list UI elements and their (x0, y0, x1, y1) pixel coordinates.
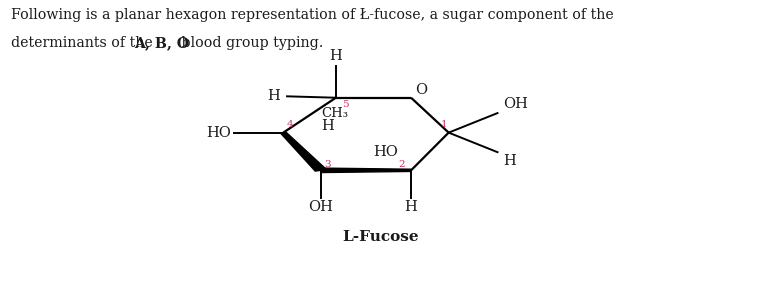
Text: 2: 2 (398, 160, 405, 169)
Text: determinants of the: determinants of the (12, 36, 158, 50)
Text: HO: HO (206, 125, 231, 140)
Text: H: H (267, 89, 279, 103)
Text: blood group typing.: blood group typing. (177, 36, 323, 50)
Text: O: O (414, 83, 427, 97)
Text: OH: OH (308, 201, 333, 215)
Text: 1: 1 (441, 120, 447, 129)
Text: H: H (503, 155, 515, 168)
Text: Following is a planar hexagon representation of Ł-fucose, a sugar component of t: Following is a planar hexagon representa… (12, 8, 614, 22)
Text: CH₃: CH₃ (321, 107, 348, 120)
Text: H: H (330, 49, 342, 63)
Text: 4: 4 (286, 120, 293, 129)
Text: L-Fucose: L-Fucose (343, 230, 419, 244)
Text: HO: HO (374, 145, 398, 159)
Polygon shape (321, 168, 411, 173)
Text: H: H (321, 119, 334, 133)
Text: A, B, O: A, B, O (134, 36, 189, 50)
Text: OH: OH (503, 97, 528, 111)
Text: H: H (404, 201, 418, 215)
Text: 5: 5 (342, 100, 348, 109)
Polygon shape (281, 132, 327, 171)
Text: 3: 3 (324, 160, 331, 169)
